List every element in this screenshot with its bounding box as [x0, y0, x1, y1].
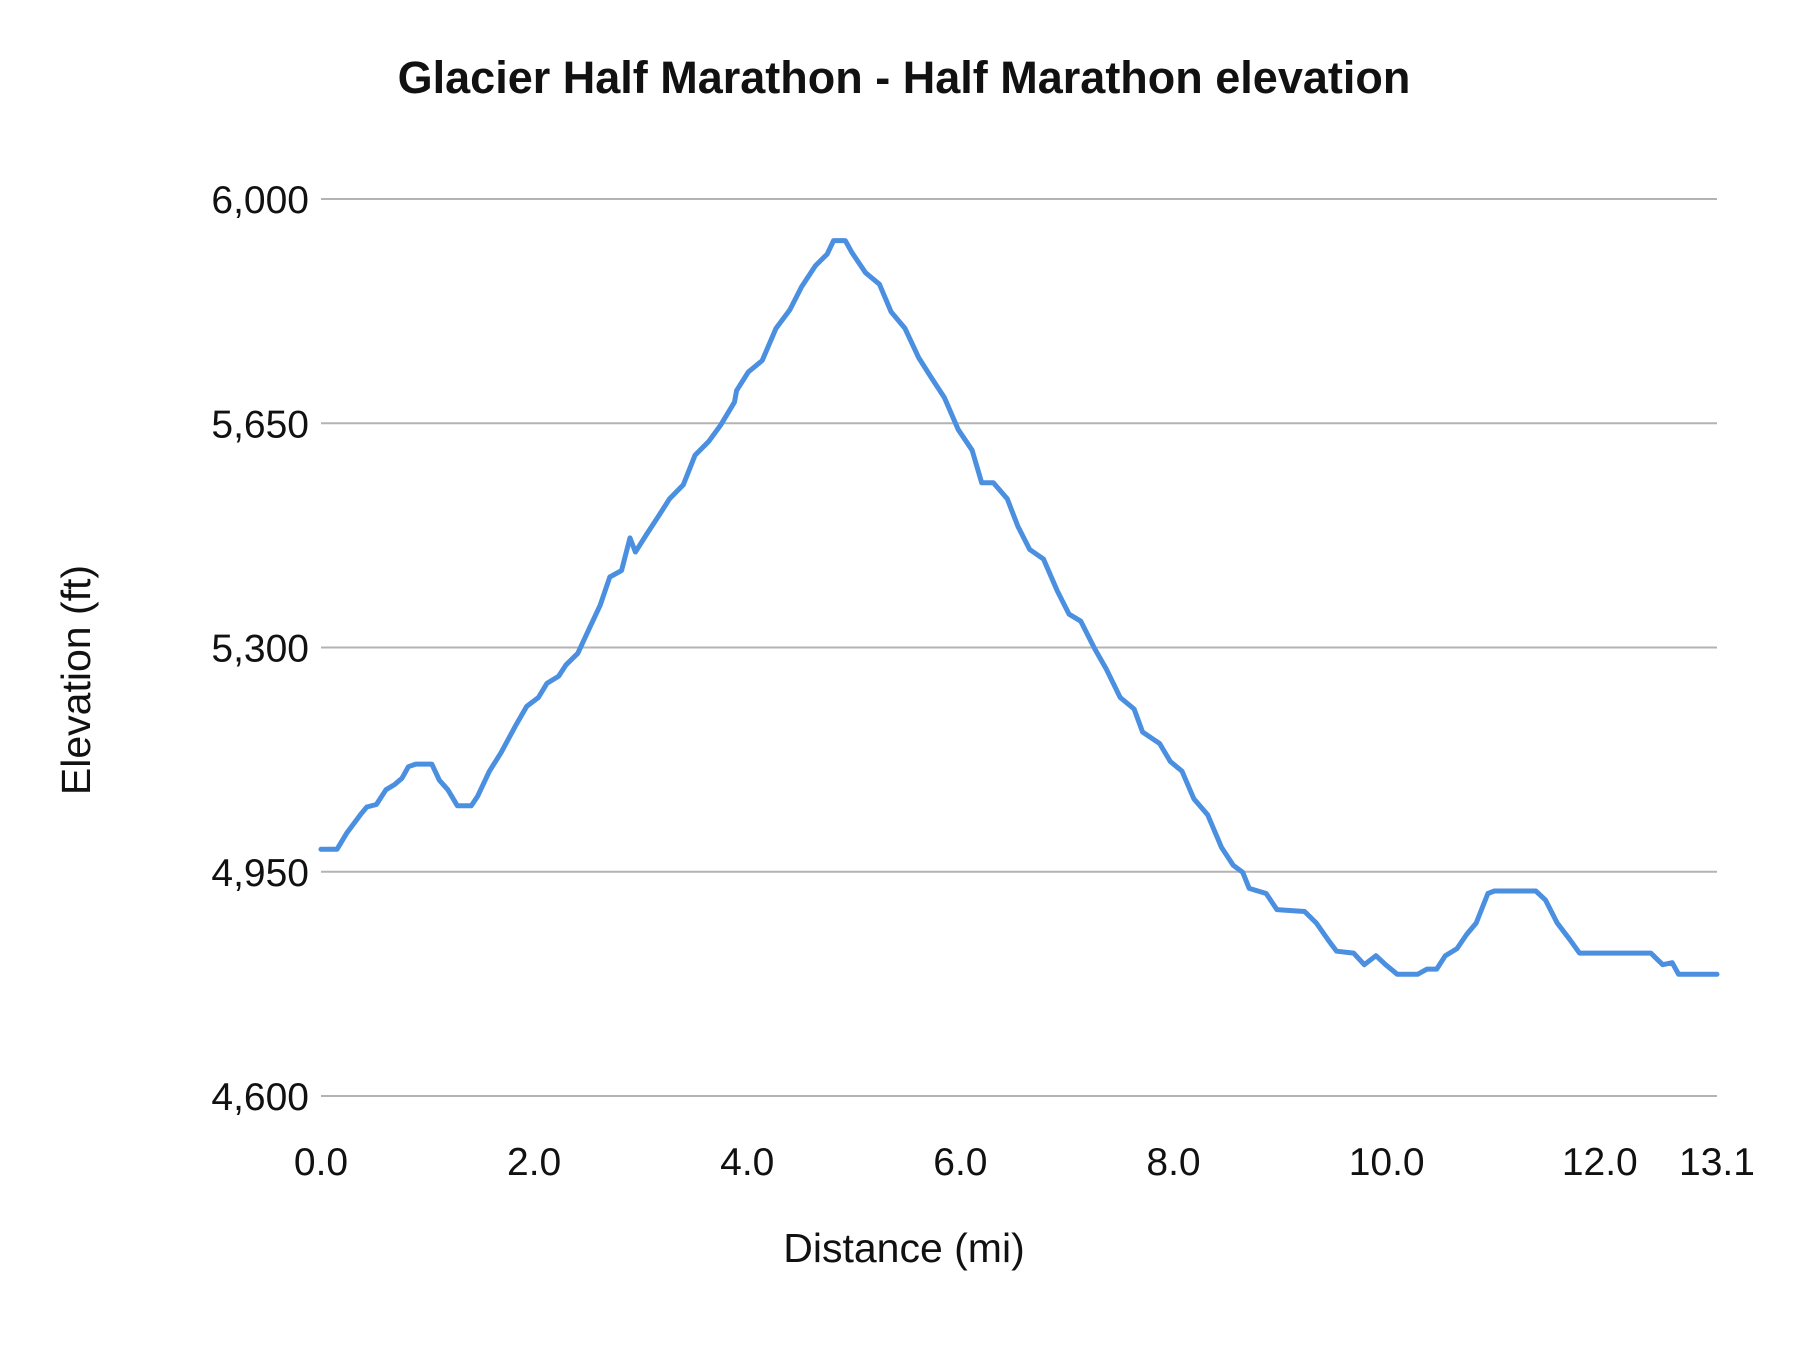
x-tick-label: 0.0: [294, 1141, 348, 1184]
chart-title: Glacier Half Marathon - Half Marathon el…: [398, 52, 1411, 103]
y-tick-label: 5,650: [211, 403, 309, 446]
y-tick-label: 5,300: [211, 628, 309, 671]
x-tick-label: 12.0: [1562, 1141, 1638, 1184]
x-tick-label: 10.0: [1349, 1141, 1425, 1184]
elevation-line: [318, 238, 1720, 977]
y-tick-label: 6,000: [211, 179, 309, 222]
y-tick-label: 4,600: [211, 1076, 309, 1119]
x-axis-label: Distance (mi): [783, 1225, 1024, 1271]
y-tick-label: 4,950: [211, 852, 309, 895]
x-tick-label: 13.1: [1679, 1141, 1755, 1184]
x-tick-label: 8.0: [1146, 1141, 1200, 1184]
x-tick-label: 6.0: [933, 1141, 987, 1184]
y-axis-label: Elevation (ft): [53, 565, 99, 795]
x-tick-label: 4.0: [720, 1141, 774, 1184]
x-tick-label: 2.0: [507, 1141, 561, 1184]
